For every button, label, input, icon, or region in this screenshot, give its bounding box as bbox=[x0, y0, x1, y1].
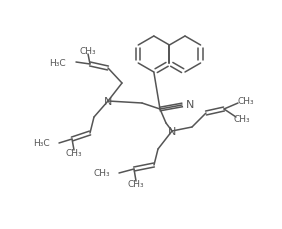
Text: CH₃: CH₃ bbox=[238, 97, 254, 106]
Text: N: N bbox=[186, 100, 194, 109]
Text: CH₃: CH₃ bbox=[234, 115, 250, 124]
Text: CH₃: CH₃ bbox=[66, 149, 82, 158]
Text: H₃C: H₃C bbox=[49, 58, 66, 67]
Text: H₃C: H₃C bbox=[33, 139, 50, 148]
Text: N: N bbox=[168, 126, 176, 136]
Text: CH₃: CH₃ bbox=[93, 169, 110, 178]
Text: CH₃: CH₃ bbox=[128, 180, 144, 189]
Text: CH₃: CH₃ bbox=[80, 47, 96, 56]
Text: N: N bbox=[104, 97, 112, 106]
